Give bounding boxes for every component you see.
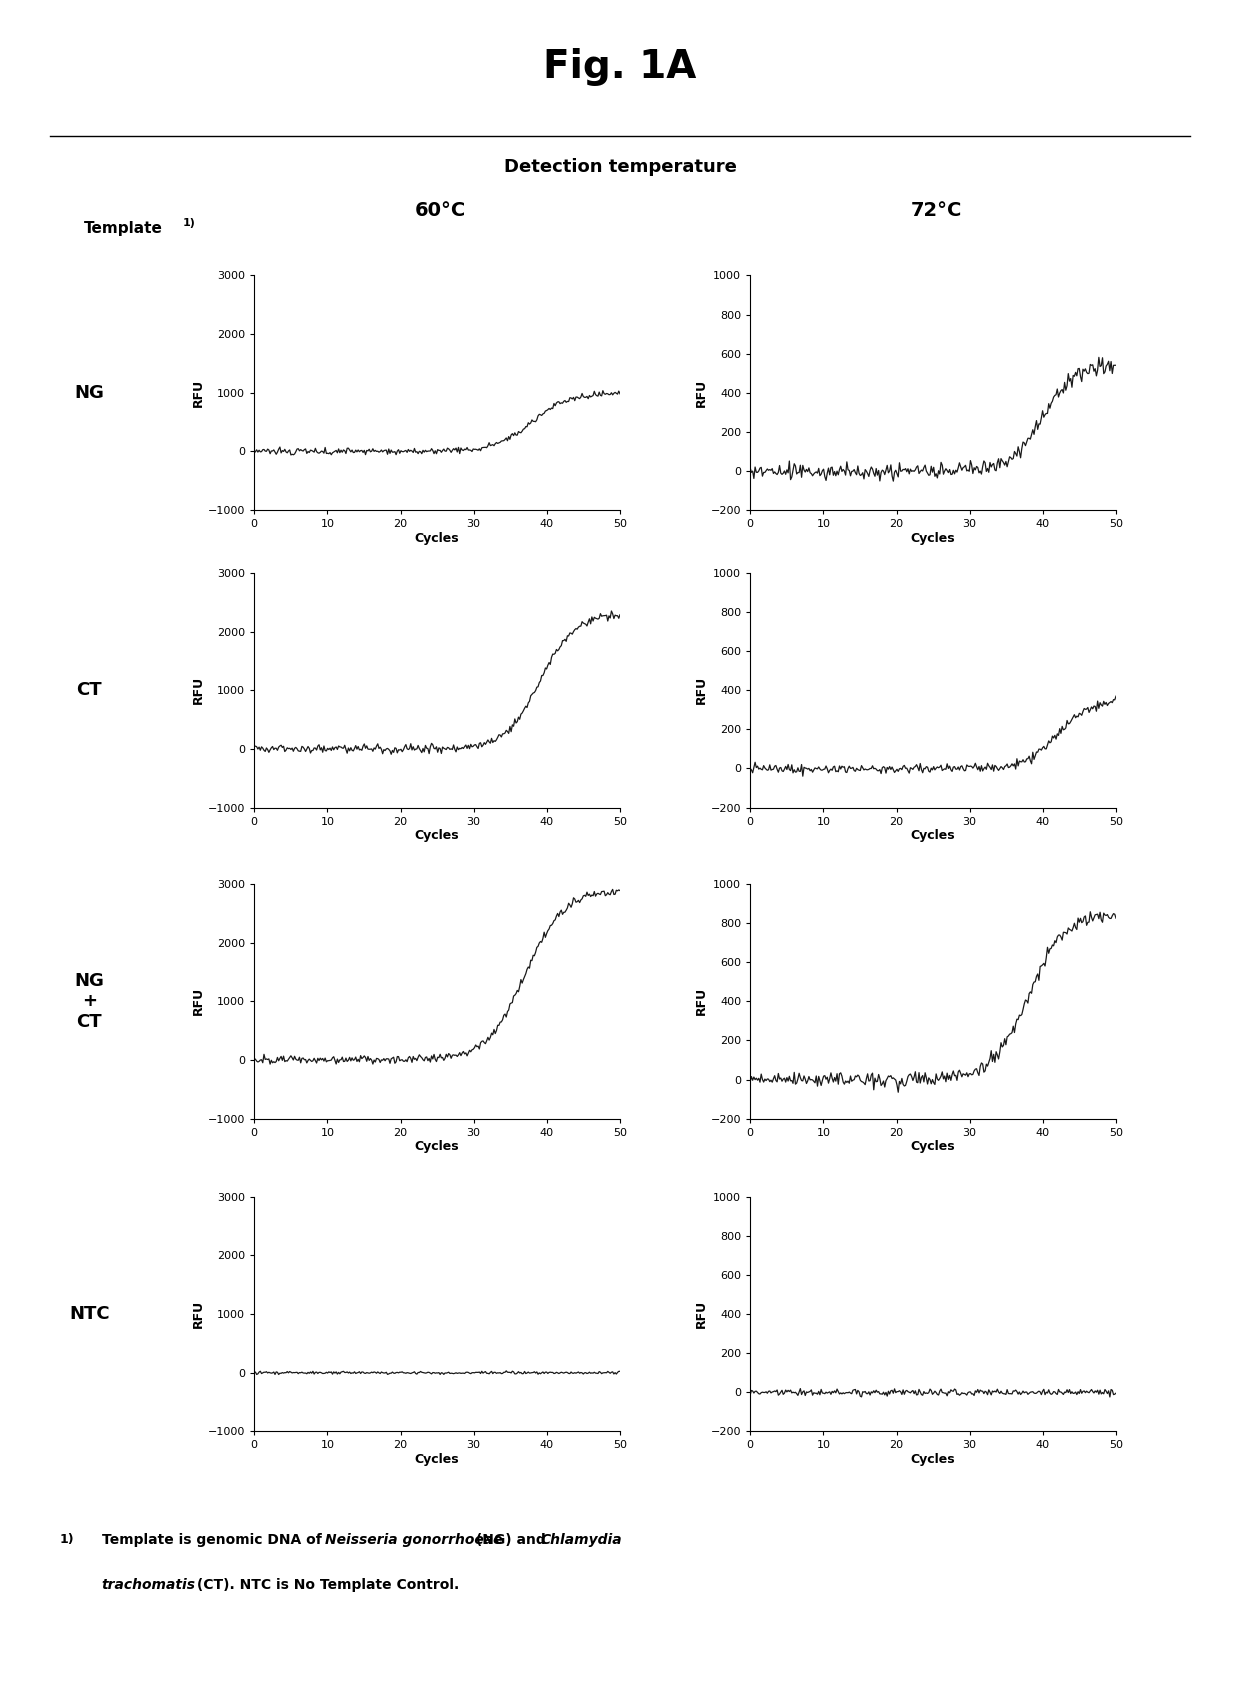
Y-axis label: RFU: RFU: [192, 677, 205, 704]
Text: Detection temperature: Detection temperature: [503, 158, 737, 177]
Text: Neisseria gonorrhoeae: Neisseria gonorrhoeae: [325, 1533, 502, 1547]
Text: NG: NG: [74, 384, 104, 401]
Text: (CT). NTC is No Template Control.: (CT). NTC is No Template Control.: [192, 1578, 460, 1591]
Y-axis label: RFU: RFU: [192, 988, 205, 1015]
Text: 72°C: 72°C: [910, 201, 962, 219]
Text: 60°C: 60°C: [414, 201, 466, 219]
Y-axis label: RFU: RFU: [694, 379, 708, 406]
Text: 1): 1): [182, 218, 195, 228]
Text: CT: CT: [77, 682, 102, 699]
Y-axis label: RFU: RFU: [192, 1300, 205, 1328]
X-axis label: Cycles: Cycles: [911, 532, 955, 544]
Text: (NG) and: (NG) and: [471, 1533, 551, 1547]
X-axis label: Cycles: Cycles: [911, 1141, 955, 1153]
Y-axis label: RFU: RFU: [694, 988, 708, 1015]
Y-axis label: RFU: RFU: [694, 1300, 708, 1328]
Text: 1): 1): [60, 1533, 74, 1547]
Y-axis label: RFU: RFU: [694, 677, 708, 704]
Text: Template is genomic DNA of: Template is genomic DNA of: [102, 1533, 326, 1547]
Text: NG
+
CT: NG + CT: [74, 971, 104, 1032]
Text: NTC: NTC: [69, 1306, 109, 1323]
X-axis label: Cycles: Cycles: [415, 532, 459, 544]
Y-axis label: RFU: RFU: [192, 379, 205, 406]
Text: Chlamydia: Chlamydia: [541, 1533, 622, 1547]
Text: Fig. 1A: Fig. 1A: [543, 48, 697, 85]
X-axis label: Cycles: Cycles: [911, 1454, 955, 1465]
Text: trachomatis: trachomatis: [102, 1578, 196, 1591]
X-axis label: Cycles: Cycles: [415, 1141, 459, 1153]
X-axis label: Cycles: Cycles: [911, 830, 955, 842]
X-axis label: Cycles: Cycles: [415, 830, 459, 842]
Text: Template: Template: [84, 221, 164, 236]
X-axis label: Cycles: Cycles: [415, 1454, 459, 1465]
